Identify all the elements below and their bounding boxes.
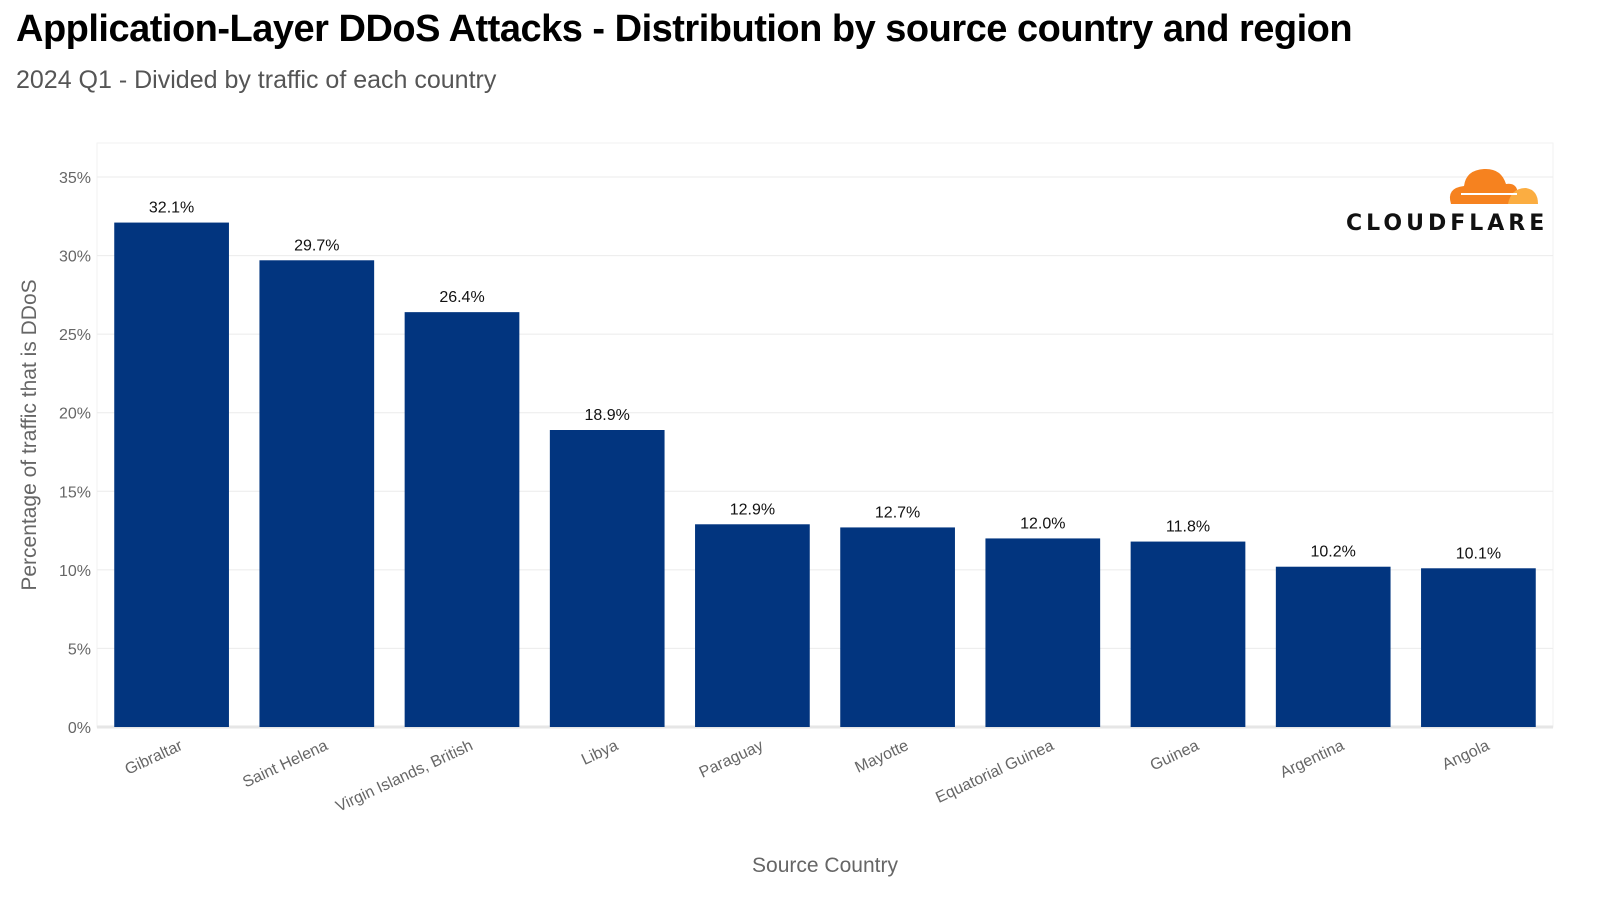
x-tick-label: Paraguay: [697, 737, 766, 781]
data-label: 18.9%: [585, 407, 630, 424]
data-label: 26.4%: [439, 289, 484, 306]
y-tick-label: 20%: [59, 406, 91, 423]
x-axis-label: Source Country: [752, 854, 898, 877]
data-label: 11.8%: [1166, 519, 1210, 536]
y-tick-label: 10%: [59, 563, 91, 580]
bar: [840, 527, 955, 727]
bar: [1421, 568, 1536, 727]
x-tick-label: Saint Helena: [240, 737, 330, 791]
y-tick-label: 35%: [59, 170, 91, 187]
bar: [259, 260, 375, 727]
data-label: 10.1%: [1456, 545, 1501, 562]
x-tick-label: Argentina: [1278, 737, 1347, 781]
y-tick-label: 25%: [59, 327, 91, 344]
x-tick-label: Angola: [1440, 737, 1492, 774]
x-tick-label: Mayotte: [853, 737, 912, 777]
bar: [695, 524, 810, 727]
cloudflare-logo: CLOUDFLARE: [1346, 166, 1546, 236]
chart-title: Application-Layer DDoS Attacks - Distrib…: [16, 8, 1353, 50]
bar: [1275, 566, 1391, 727]
data-label: 12.7%: [875, 504, 920, 521]
y-axis-ticks: 0% 5% 10% 15% 20% 25% 30% 35%: [59, 170, 91, 737]
chart-subtitle: 2024 Q1 - Divided by traffic of each cou…: [16, 66, 497, 94]
data-label: 32.1%: [149, 200, 194, 217]
y-tick-label: 15%: [59, 484, 91, 501]
bar: [1130, 541, 1246, 727]
x-axis-ticks: Gibraltar Saint Helena Virgin Islands, Bri…: [122, 737, 1492, 816]
data-labels: 32.1% 29.7% 26.4% 18.9% 12.9% 12.7% 12.0% 11.8%…: [149, 200, 1501, 563]
x-tick-label: Equatorial Guinea: [933, 737, 1056, 807]
cloudflare-wordmark: CLOUDFLARE: [1346, 211, 1549, 236]
data-label: 12.0%: [1020, 515, 1065, 532]
data-label: 12.9%: [730, 501, 775, 518]
x-tick-label: Libya: [579, 737, 621, 769]
bar: [114, 222, 229, 728]
y-tick-label: 5%: [68, 641, 91, 658]
x-tick-label: Gibraltar: [122, 737, 185, 779]
bars: [114, 222, 1536, 728]
data-label: 29.7%: [294, 237, 339, 254]
bar: [549, 430, 665, 727]
bar: [985, 538, 1101, 727]
y-tick-label: 30%: [59, 249, 91, 266]
data-label: 10.2%: [1311, 544, 1356, 561]
cloudflare-cloud-icon: [1449, 168, 1538, 204]
y-tick-label: 0%: [68, 720, 91, 737]
y-axis-label: Percentage of traffic that is DDoS: [18, 279, 41, 590]
x-tick-label: Virgin Islands, British: [333, 737, 475, 815]
bar: [404, 312, 520, 727]
x-tick-label: Guinea: [1148, 737, 1202, 774]
